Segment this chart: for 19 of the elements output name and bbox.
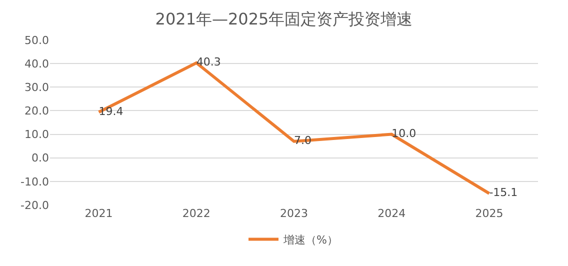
y-tick-label: -20.0: [20, 198, 49, 212]
y-tick-label: 0.0: [32, 152, 49, 165]
x-tick-label: 2021: [84, 207, 113, 220]
data-label: -15.1: [489, 186, 518, 200]
data-label: 19.4: [98, 104, 124, 118]
x-tick-label: 2022: [182, 207, 210, 220]
y-tick-label: 30.0: [24, 80, 49, 94]
data-label: 10.0: [392, 127, 416, 140]
y-tick-label: 50.0: [24, 34, 49, 47]
y-tick-label: 10.0: [24, 128, 49, 142]
y-tick-label: 40.0: [24, 57, 49, 70]
y-tick-label: -10.0: [20, 175, 49, 188]
x-tick-label: 2025: [475, 207, 504, 220]
x-tick-label: 2024: [378, 207, 406, 220]
x-tick-label: 2023: [280, 207, 308, 220]
legend-label: 增速（%）: [282, 234, 338, 247]
y-tick-label: 20.0: [24, 104, 49, 118]
chart-title: 2021年—2025年固定资产投资增速: [155, 10, 413, 28]
data-label: 40.3: [196, 56, 221, 69]
